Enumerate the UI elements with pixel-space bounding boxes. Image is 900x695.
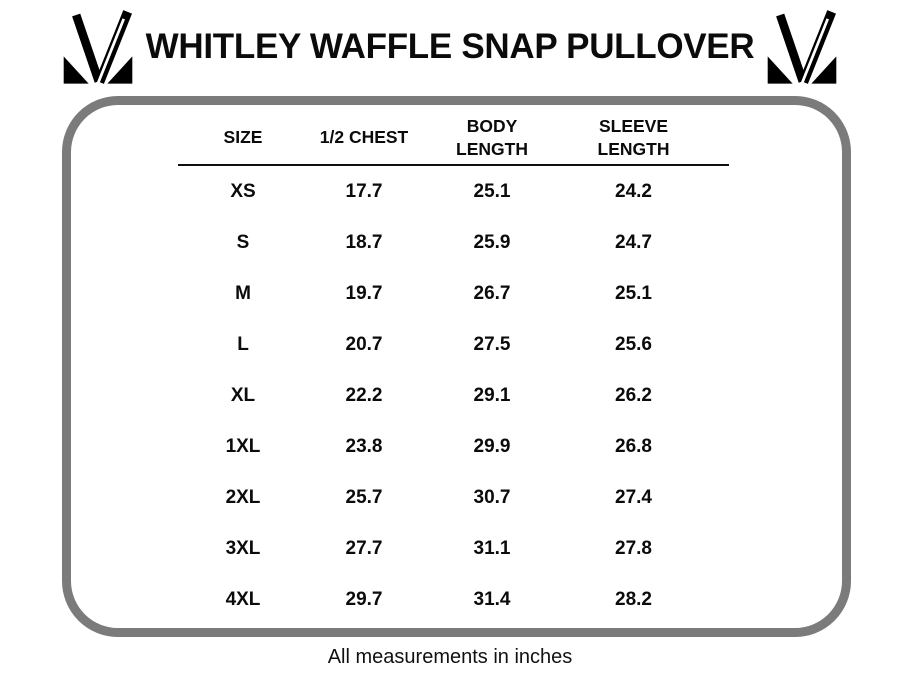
table-row: 4XL 29.7 31.4 28.2 <box>178 574 729 625</box>
size-cell: M <box>235 282 251 304</box>
table-row: M 19.7 26.7 25.1 <box>178 268 729 319</box>
table-row: XL 22.2 29.1 26.2 <box>178 370 729 421</box>
rounded-border-frame: SIZE 1/2 CHEST BODY LENGTH SLEEVE LENGTH <box>62 96 851 637</box>
measurement-cell: 24.7 <box>615 231 652 253</box>
measurement-cell: 31.4 <box>473 588 511 610</box>
table-row: 2XL 25.7 30.7 27.4 <box>178 472 729 523</box>
table-body: XS 17.7 25.1 24.2 S 18.7 25.9 24.7 M 19.… <box>178 165 729 625</box>
column-header-label: BODY <box>466 115 518 136</box>
table-row: XS 17.7 25.1 24.2 <box>178 165 729 217</box>
table-header: SIZE 1/2 CHEST BODY LENGTH SLEEVE LENGTH <box>178 112 729 166</box>
size-cell: 2XL <box>225 486 261 508</box>
measurement-cell: 19.7 <box>345 282 383 304</box>
measurement-cell: 27.7 <box>345 537 383 559</box>
measurement-cell: 26.7 <box>473 282 511 304</box>
header: WHITLEY WAFFLE SNAP PULLOVER <box>0 2 900 92</box>
measurement-cell: 31.1 <box>473 537 511 559</box>
table-row: 3XL 27.7 31.1 27.8 <box>178 523 729 574</box>
measurement-cell: 24.2 <box>615 180 652 202</box>
table-row: S 18.7 25.9 24.7 <box>178 217 729 268</box>
size-cell: 4XL <box>225 588 261 610</box>
brand-m-logo-icon <box>58 8 138 86</box>
measurement-cell: 28.2 <box>615 588 652 610</box>
column-header-label: LENGTH <box>456 139 528 159</box>
column-header-size: SIZE <box>178 112 308 166</box>
column-header-half-chest: 1/2 CHEST <box>308 112 420 166</box>
column-header-label: SIZE <box>223 127 263 148</box>
table-row: 1XL 23.8 29.9 26.8 <box>178 421 729 472</box>
column-header-label: SLEEVE <box>598 115 669 136</box>
measurement-cell: 27.5 <box>473 333 511 355</box>
brand-m-logo-icon <box>762 8 842 86</box>
measurement-cell: 30.7 <box>473 486 511 508</box>
table-row: L 20.7 27.5 25.6 <box>178 319 729 370</box>
measurement-cell: 26.8 <box>615 435 652 457</box>
size-cell: XS <box>230 180 256 202</box>
measurement-cell: 20.7 <box>345 333 383 355</box>
measurement-cell: 17.7 <box>345 180 383 202</box>
measurement-cell: 23.8 <box>345 435 383 457</box>
measurement-cell: 27.8 <box>615 537 652 559</box>
measurement-cell: 22.2 <box>345 384 383 406</box>
measurement-cell: 29.9 <box>473 435 511 457</box>
measurement-cell: 25.9 <box>473 231 511 253</box>
size-cell: L <box>237 333 249 355</box>
measurement-cell: 18.7 <box>345 231 383 253</box>
measurement-cell: 29.1 <box>473 384 511 406</box>
column-header-label: LENGTH <box>597 139 670 159</box>
page-title: WHITLEY WAFFLE SNAP PULLOVER <box>145 27 755 66</box>
size-cell: 3XL <box>225 537 261 559</box>
measurement-cell: 27.4 <box>615 486 652 508</box>
size-cell: S <box>236 231 250 253</box>
measurement-cell: 25.1 <box>615 282 652 304</box>
measurement-cell: 25.1 <box>473 180 511 202</box>
header-row: SIZE 1/2 CHEST BODY LENGTH SLEEVE LENGTH <box>178 112 729 166</box>
measurement-cell: 26.2 <box>615 384 652 406</box>
size-table: SIZE 1/2 CHEST BODY LENGTH SLEEVE LENGTH <box>178 112 729 625</box>
size-cell: XL <box>230 384 256 406</box>
column-header-label: 1/2 CHEST <box>319 127 409 148</box>
measurement-cell: 25.6 <box>615 333 652 355</box>
size-cell: 1XL <box>225 435 261 457</box>
column-header-body-length: BODY LENGTH <box>420 112 564 166</box>
measurements-note: All measurements in inches <box>327 646 573 668</box>
measurement-cell: 29.7 <box>345 588 383 610</box>
column-header-sleeve-length: SLEEVE LENGTH <box>564 112 729 166</box>
measurement-cell: 25.7 <box>345 486 383 508</box>
